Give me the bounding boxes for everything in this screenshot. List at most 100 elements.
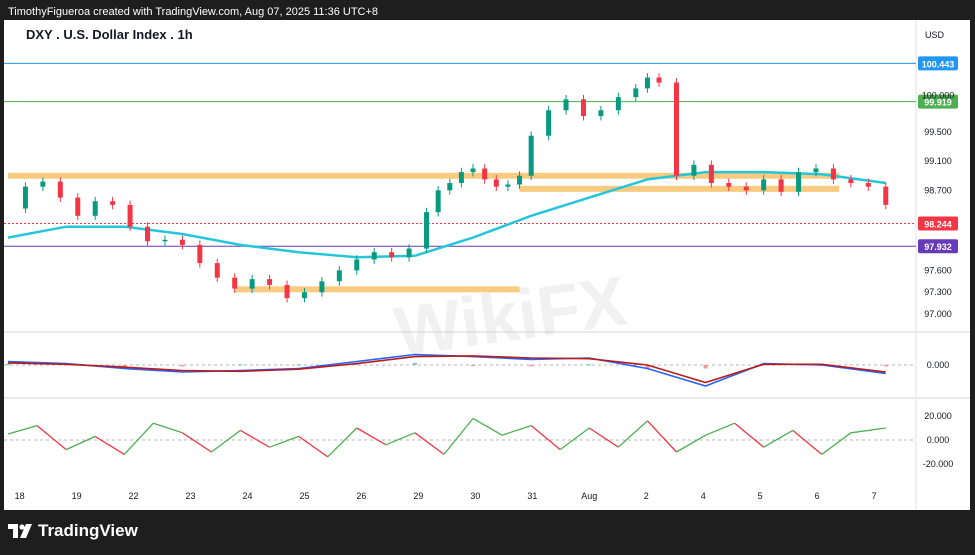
chart-area[interactable]: WikiFX DXY . U.S. Dollar Index . 1h USD … <box>4 20 970 510</box>
oscillator-segment <box>530 425 561 451</box>
oscillator-segment <box>36 425 67 451</box>
oscillator-segment <box>472 417 503 436</box>
oscillator-segment <box>65 435 96 451</box>
price-candle <box>267 279 273 285</box>
oscillator-segment <box>153 422 183 434</box>
footer-branding: TradingView <box>8 520 138 542</box>
price-candle <box>517 175 523 185</box>
price-candle <box>197 244 203 264</box>
price-candle <box>57 181 63 198</box>
time-tick-label: 2 <box>644 491 649 501</box>
price-candle <box>778 179 784 192</box>
chart-title: DXY . U.S. Dollar Index . 1h <box>26 27 193 42</box>
rsi-pane: 20.000 0.000 -20.000 <box>4 411 953 469</box>
price-tick-label: 98.700 <box>924 185 952 195</box>
price-axis: 100.000 99.500 99.100 98.700 97.600 97.300 97.… <box>922 91 955 319</box>
moving-average-line <box>7 170 886 259</box>
price-candle <box>389 252 395 258</box>
time-tick-label: 4 <box>701 491 706 501</box>
price-candle <box>179 239 185 245</box>
price-candle <box>284 284 290 299</box>
price-candle <box>301 292 307 299</box>
price-candle <box>249 279 255 289</box>
price-candle <box>162 239 168 242</box>
time-axis: 18 19 22 23 24 25 26 29 30 31 Aug 2 4 5 6 7 <box>15 491 877 501</box>
oscillator-segment <box>356 427 387 446</box>
chart-svg[interactable]: WikiFX DXY . U.S. Dollar Index . 1h USD … <box>4 20 970 510</box>
oscillator-segment <box>385 432 416 446</box>
oscillator-segment <box>298 435 329 458</box>
price-tick-label: 99.100 <box>924 156 952 166</box>
oscillator-axis-label: -20.000 <box>923 459 954 469</box>
oscillator-segment <box>763 429 794 448</box>
oscillator-segment <box>240 429 270 448</box>
oscillator-segment <box>821 432 852 455</box>
time-tick-label: 24 <box>242 491 252 501</box>
time-tick-label: 23 <box>186 491 196 501</box>
macd-histogram-bar <box>529 365 534 367</box>
macd-pane: 0.000 <box>4 353 950 387</box>
price-label-box <box>918 56 958 71</box>
oscillator-segment <box>269 435 299 448</box>
oscillator-segment <box>414 432 445 455</box>
price-candle <box>656 77 662 83</box>
zones-layer <box>8 172 840 293</box>
price-tick-label: 97.000 <box>924 309 952 319</box>
price-candle <box>75 197 81 216</box>
price-candle <box>371 252 377 260</box>
time-tick-label: 6 <box>815 491 820 501</box>
sr-zone <box>234 286 520 293</box>
sr-zone <box>519 185 840 192</box>
oscillator-segment <box>211 429 241 453</box>
oscillator-segment <box>734 422 765 448</box>
oscillator-segment <box>501 424 532 436</box>
time-tick-label: 7 <box>872 491 877 501</box>
price-candle <box>319 281 325 293</box>
price-candle <box>22 186 28 209</box>
price-lines-layer: 100.443 99.919 98.244 97.932 <box>4 56 958 254</box>
oscillator-segment <box>588 427 619 448</box>
price-label-box <box>918 216 958 231</box>
macd-histogram-bar <box>6 363 10 365</box>
macd-histogram-bar <box>412 362 417 365</box>
price-candle <box>145 226 151 242</box>
price-candle <box>458 172 464 184</box>
price-label: 99.919 <box>924 98 952 108</box>
price-tick-label: 99.500 <box>924 127 952 137</box>
price-candle <box>447 183 453 191</box>
price-label: 100.443 <box>922 59 955 69</box>
price-candle <box>598 110 604 117</box>
price-label: 98.244 <box>924 220 952 230</box>
price-candle <box>580 99 586 117</box>
price-label: 97.932 <box>924 242 952 252</box>
oscillator-segment <box>646 420 677 453</box>
price-candle <box>528 135 534 176</box>
time-tick-label: Aug <box>581 491 597 501</box>
price-candle <box>92 201 98 216</box>
time-tick-label: 25 <box>299 491 309 501</box>
price-candle <box>691 164 697 176</box>
oscillator-segment <box>182 432 212 453</box>
price-candle <box>336 270 342 282</box>
price-candle <box>354 259 360 271</box>
price-candle <box>482 168 488 180</box>
price-candle <box>848 179 854 184</box>
oscillator-segment <box>850 427 886 434</box>
macd-histogram-bar <box>471 365 476 366</box>
oscillator-segment <box>559 427 590 451</box>
time-tick-label: 31 <box>527 491 537 501</box>
price-candle <box>830 168 836 180</box>
price-tick-label: 97.300 <box>924 287 952 297</box>
price-layer <box>22 73 889 303</box>
macd-histogram-bar <box>645 365 650 369</box>
price-candle <box>726 183 732 187</box>
price-candle <box>493 179 499 187</box>
price-label-box <box>918 94 958 109</box>
price-tick-label: 100.000 <box>922 91 955 101</box>
price-candle <box>673 82 679 176</box>
macd-histogram-bar <box>122 365 127 367</box>
macd-axis-label: 0.000 <box>927 360 950 370</box>
price-candle <box>615 97 621 111</box>
price-candle <box>743 186 749 191</box>
